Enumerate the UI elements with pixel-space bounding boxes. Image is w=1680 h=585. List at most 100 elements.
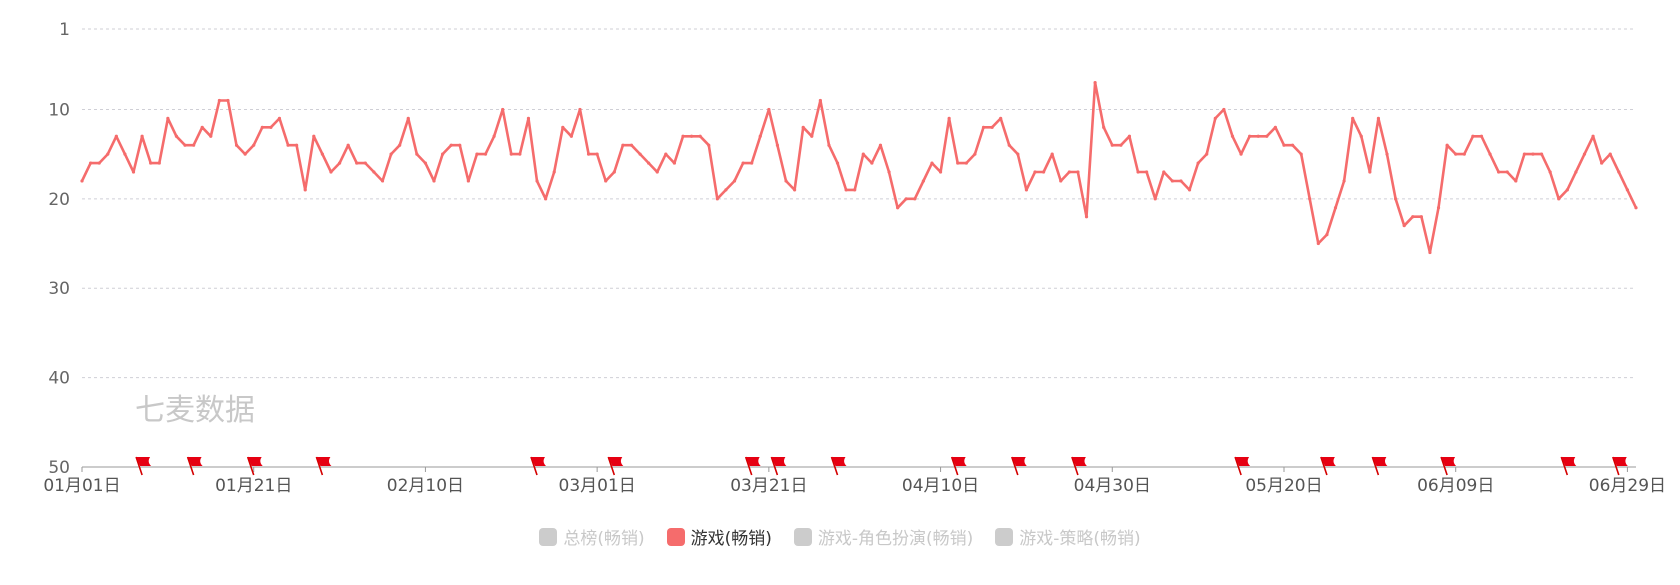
data-point[interactable] bbox=[106, 152, 110, 156]
data-point[interactable] bbox=[1170, 179, 1174, 183]
data-point[interactable] bbox=[973, 152, 977, 156]
data-point[interactable] bbox=[1024, 188, 1029, 192]
data-point[interactable] bbox=[415, 152, 419, 156]
data-point[interactable] bbox=[192, 143, 196, 147]
data-point[interactable] bbox=[535, 179, 539, 183]
data-point[interactable] bbox=[878, 143, 883, 147]
data-point[interactable] bbox=[1436, 206, 1441, 210]
data-point[interactable] bbox=[1162, 170, 1166, 174]
data-point[interactable] bbox=[612, 170, 616, 174]
data-point[interactable] bbox=[1093, 81, 1097, 85]
data-point[interactable] bbox=[990, 125, 994, 129]
data-point[interactable] bbox=[1119, 143, 1123, 147]
data-point[interactable] bbox=[380, 179, 385, 183]
data-point[interactable] bbox=[1419, 215, 1423, 219]
data-point[interactable] bbox=[88, 161, 93, 165]
data-point[interactable] bbox=[904, 197, 908, 201]
data-point[interactable] bbox=[1522, 152, 1526, 156]
data-point[interactable] bbox=[1248, 134, 1252, 138]
flag-icon[interactable] bbox=[1371, 456, 1388, 476]
data-point[interactable] bbox=[1067, 170, 1071, 174]
data-point[interactable] bbox=[707, 143, 711, 147]
flag-icon[interactable] bbox=[1612, 456, 1628, 476]
flag-icon[interactable] bbox=[1560, 456, 1577, 476]
data-point[interactable] bbox=[947, 116, 951, 120]
data-point[interactable] bbox=[131, 170, 136, 174]
data-point[interactable] bbox=[1153, 197, 1157, 201]
data-point[interactable] bbox=[320, 152, 324, 156]
data-point[interactable] bbox=[80, 179, 84, 183]
data-point[interactable] bbox=[561, 125, 565, 129]
data-point[interactable] bbox=[1041, 170, 1046, 174]
data-point[interactable] bbox=[1265, 134, 1269, 138]
data-point[interactable] bbox=[793, 188, 797, 192]
data-point[interactable] bbox=[930, 161, 934, 165]
data-point[interactable] bbox=[1634, 206, 1638, 210]
data-point[interactable] bbox=[595, 152, 599, 156]
data-point[interactable] bbox=[1428, 250, 1432, 255]
data-point[interactable] bbox=[260, 125, 264, 129]
data-point[interactable] bbox=[810, 134, 814, 138]
data-point[interactable] bbox=[1316, 241, 1320, 246]
data-point[interactable] bbox=[149, 161, 153, 165]
data-point[interactable] bbox=[346, 143, 350, 147]
data-point[interactable] bbox=[1462, 152, 1466, 156]
flag-icon[interactable] bbox=[1320, 456, 1336, 476]
data-point[interactable] bbox=[337, 161, 342, 165]
data-point[interactable] bbox=[97, 161, 101, 165]
data-point[interactable] bbox=[1591, 134, 1595, 138]
data-point[interactable] bbox=[1385, 152, 1389, 156]
flag-icon[interactable] bbox=[1071, 456, 1087, 476]
data-point[interactable] bbox=[956, 161, 960, 165]
data-point[interactable] bbox=[1290, 143, 1295, 147]
data-point[interactable] bbox=[724, 188, 728, 192]
data-point[interactable] bbox=[509, 152, 513, 156]
data-point[interactable] bbox=[372, 170, 376, 174]
flag-icon[interactable] bbox=[950, 456, 967, 476]
data-point[interactable] bbox=[964, 161, 968, 165]
data-point[interactable] bbox=[466, 179, 470, 183]
data-point[interactable] bbox=[1488, 152, 1492, 156]
data-point[interactable] bbox=[200, 125, 204, 129]
data-point[interactable] bbox=[243, 152, 247, 156]
data-point[interactable] bbox=[1050, 152, 1054, 156]
data-point[interactable] bbox=[1539, 152, 1544, 156]
data-point[interactable] bbox=[440, 152, 445, 156]
flag-icon[interactable] bbox=[1234, 456, 1251, 476]
data-point[interactable] bbox=[887, 170, 891, 174]
data-point[interactable] bbox=[1582, 152, 1587, 156]
data-point[interactable] bbox=[1230, 134, 1235, 138]
data-point[interactable] bbox=[913, 197, 917, 201]
data-point[interactable] bbox=[1625, 188, 1630, 192]
data-point[interactable] bbox=[295, 143, 299, 147]
data-point[interactable] bbox=[861, 152, 865, 156]
data-point[interactable] bbox=[1411, 215, 1415, 219]
legend-item-games[interactable]: 游戏(畅销) bbox=[666, 524, 772, 549]
data-point[interactable] bbox=[1617, 170, 1621, 174]
data-point[interactable] bbox=[1454, 152, 1458, 156]
data-point[interactable] bbox=[1600, 161, 1604, 165]
data-point[interactable] bbox=[1548, 170, 1552, 174]
data-point[interactable] bbox=[715, 197, 719, 201]
data-point[interactable] bbox=[1239, 152, 1243, 156]
legend-item-games-rpg[interactable]: 游戏-角色扮演(畅销) bbox=[793, 524, 973, 549]
data-point[interactable] bbox=[123, 152, 127, 156]
data-point[interactable] bbox=[1608, 152, 1612, 156]
data-point[interactable] bbox=[1505, 170, 1509, 174]
flag-icon[interactable] bbox=[186, 456, 203, 476]
data-point[interactable] bbox=[750, 161, 754, 165]
data-point[interactable] bbox=[1565, 188, 1569, 192]
data-point[interactable] bbox=[672, 161, 677, 165]
flag-icon[interactable] bbox=[744, 456, 761, 476]
data-point[interactable] bbox=[629, 143, 634, 147]
flag-icon[interactable] bbox=[770, 456, 787, 476]
data-point[interactable] bbox=[655, 170, 659, 174]
data-point[interactable] bbox=[518, 152, 522, 156]
data-point[interactable] bbox=[303, 188, 307, 192]
legend-item-games-strategy[interactable]: 游戏-策略(畅销) bbox=[995, 524, 1141, 549]
data-point[interactable] bbox=[999, 116, 1003, 120]
data-point[interactable] bbox=[1368, 170, 1372, 174]
data-point[interactable] bbox=[1376, 116, 1381, 120]
data-point[interactable] bbox=[1136, 170, 1140, 174]
data-point[interactable] bbox=[458, 143, 462, 147]
